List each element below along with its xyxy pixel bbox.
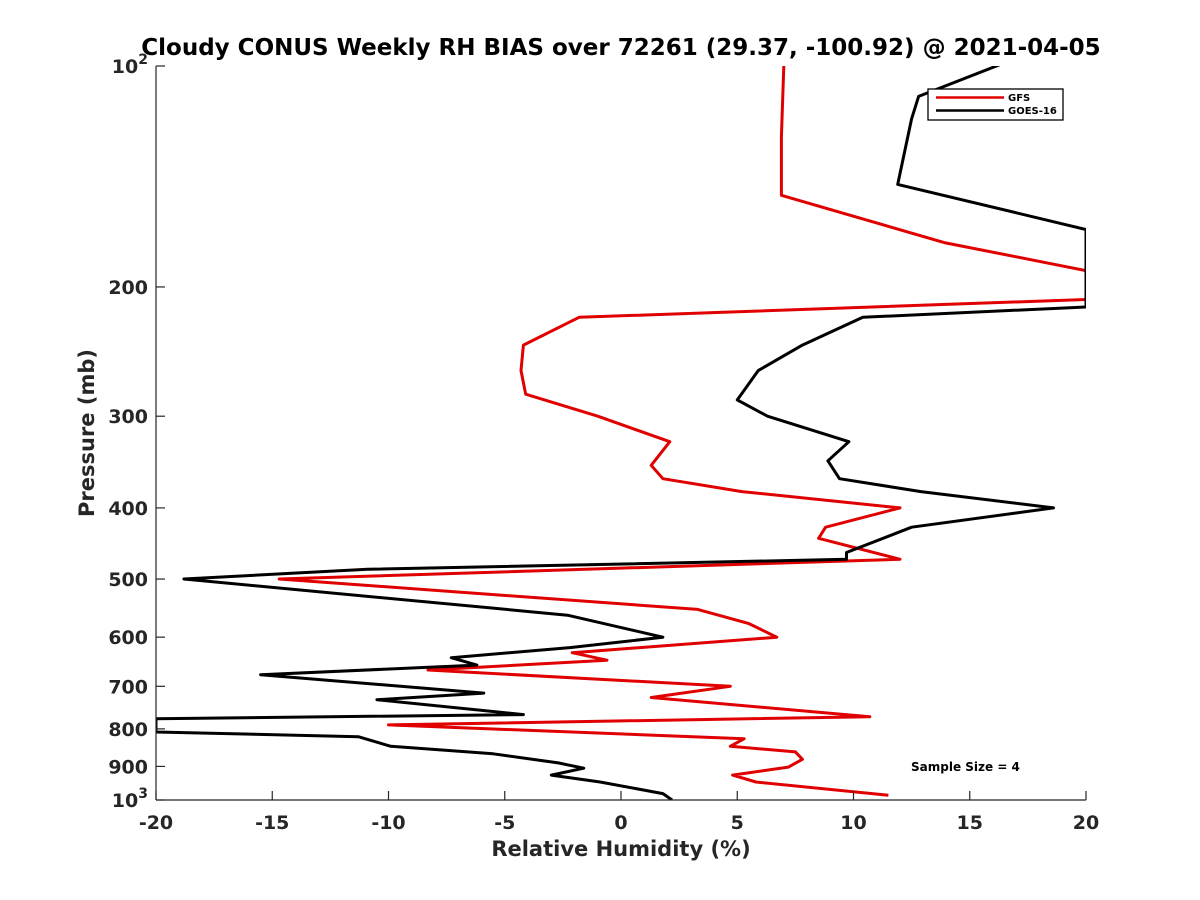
x-tick-label: -10 bbox=[371, 812, 405, 834]
chart-title: Cloudy CONUS Weekly RH BIAS over 72261 (… bbox=[141, 35, 1100, 61]
sample-size-annotation: Sample Size = 4 bbox=[911, 760, 1020, 774]
series-line-gfs bbox=[277, 66, 1086, 797]
y-tick-label: 500 bbox=[108, 569, 148, 591]
x-axis-label: Relative Humidity (%) bbox=[491, 837, 750, 861]
legend: GFS GOES-16 bbox=[927, 88, 1064, 121]
y-tick-label: 103 bbox=[112, 786, 148, 812]
x-tick-label: 10 bbox=[840, 812, 866, 834]
y-tick-label: 102 bbox=[112, 52, 148, 78]
legend-label-gfs: GFS bbox=[1008, 93, 1030, 104]
y-tick-label: 900 bbox=[108, 756, 148, 778]
x-tick-label: -20 bbox=[139, 812, 173, 834]
x-tick-label: 0 bbox=[614, 812, 627, 834]
plot-area bbox=[156, 66, 1086, 800]
y-axis-label: Pressure (mb) bbox=[75, 349, 99, 517]
y-tick-label: 300 bbox=[108, 406, 148, 428]
y-tick-label: 800 bbox=[108, 719, 148, 741]
x-tick-label: 15 bbox=[957, 812, 983, 834]
series-layer bbox=[156, 66, 1086, 800]
series-line-goes16 bbox=[156, 66, 1086, 800]
y-tick-label: 600 bbox=[108, 627, 148, 649]
legend-box bbox=[927, 88, 1064, 121]
y-tick-label: 400 bbox=[108, 498, 148, 520]
x-tick-label: -5 bbox=[494, 812, 515, 834]
y-tick-label: 200 bbox=[108, 277, 148, 299]
x-ticks: -20 -15 -10 -5 0 5 10 15 20 bbox=[139, 791, 1099, 834]
x-tick-label: 20 bbox=[1073, 812, 1099, 834]
x-tick-label: 5 bbox=[731, 812, 744, 834]
y-ticks: 102 200 300 400 500 600 700 800 900 103 bbox=[108, 52, 165, 812]
legend-label-goes16: GOES-16 bbox=[1008, 106, 1057, 117]
x-tick-label: -15 bbox=[255, 812, 289, 834]
y-tick-label: 700 bbox=[108, 676, 148, 698]
